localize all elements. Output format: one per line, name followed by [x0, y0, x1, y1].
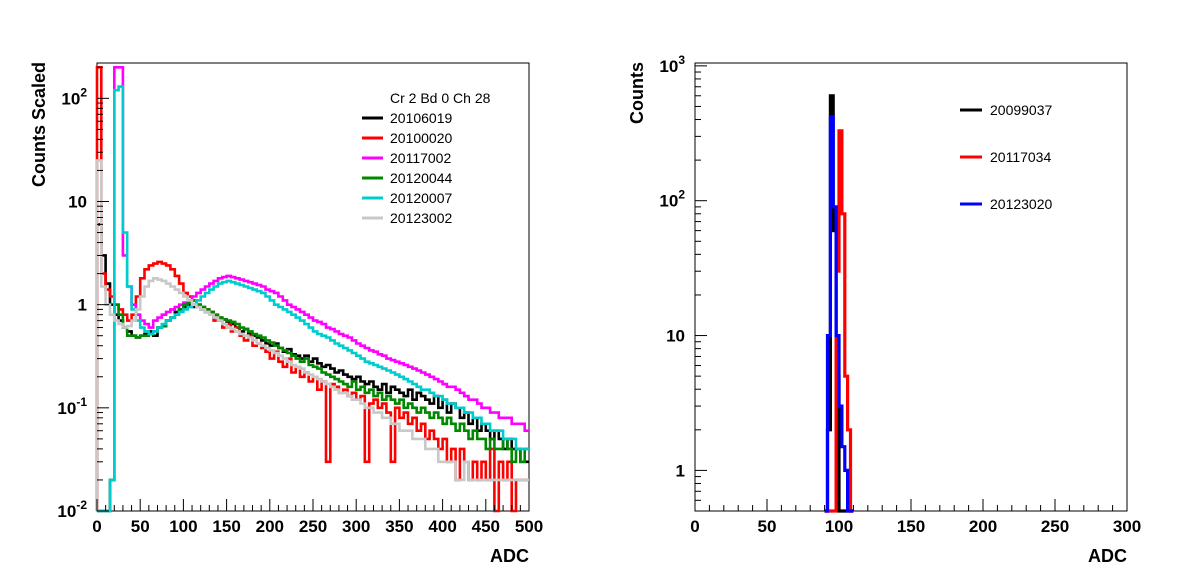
y-tick-labels-right: 1 10 102 103: [659, 53, 685, 481]
x-tick-label: 250: [1041, 517, 1069, 536]
x-tick-label: 200: [969, 517, 997, 536]
legend-label-20123002: 20123002: [390, 210, 453, 226]
plot-frame-right: [694, 62, 1128, 512]
legend-left: Cr 2 Bd 0 Ch 28 20106019 20100020 20117002…: [362, 90, 491, 226]
x-tick-label: 100: [825, 517, 853, 536]
x-tick-label: 450: [472, 517, 500, 536]
series-line-20117034: [824, 129, 854, 513]
axes-left: 0 50 100 150 200 250 300 350 400 450 500: [92, 66, 543, 536]
x-tick-label: 200: [256, 517, 284, 536]
series-line-20117002: [97, 66, 529, 513]
y-tick-label: 10-2: [57, 498, 87, 521]
y-axis-title-right: Counts: [627, 62, 647, 124]
series-group-left: [95, 66, 529, 513]
legend-header-left: Cr 2 Bd 0 Ch 28: [390, 90, 491, 106]
y-tick-label: 10-1: [57, 395, 87, 418]
y-tick-label: 10: [666, 327, 685, 346]
y-tick-label: 103: [659, 53, 685, 76]
x-tick-label: 250: [299, 517, 327, 536]
y-tick-label: 102: [659, 188, 685, 211]
legend-label-20123020: 20123020: [990, 196, 1053, 212]
legend-label-20117034: 20117034: [990, 149, 1051, 165]
chart-panel-left: 0 50 100 150 200 250 300 350 400 450 500 10-210-11…: [29, 62, 543, 566]
x-tick-label: 150: [897, 517, 925, 536]
plot-frame-left: [96, 62, 530, 512]
series-group-right: [824, 94, 854, 513]
x-tick-label: 50: [758, 517, 777, 536]
series-line-20100020: [95, 66, 529, 513]
y-tick-label: 102: [61, 85, 87, 108]
x-tick-label: 100: [169, 517, 197, 536]
series-line-20123002: [95, 159, 529, 511]
x-tick-label: 400: [428, 517, 456, 536]
legend-label-20117002: 20117002: [390, 150, 451, 166]
legend-label-20106019: 20106019: [390, 110, 453, 126]
legend-label-20120007: 20120007: [390, 190, 453, 206]
x-tick-label: 150: [212, 517, 240, 536]
series-line-20120007: [97, 85, 529, 513]
y-tick-label: 1: [676, 461, 685, 480]
x-tick-label: 300: [1113, 517, 1141, 536]
y-tick-labels-left: 10-2 10-1 1 10 102: [57, 85, 87, 521]
x-axis-title-right: ADC: [1088, 546, 1127, 566]
x-tick-label: 300: [342, 517, 370, 536]
axes-right: 0 50 100 150 200 250 300: [690, 65, 1141, 536]
y-tick-label: 10: [68, 192, 87, 211]
y-axis-title-left: Counts Scaled: [29, 62, 49, 187]
x-tick-label: 0: [690, 517, 699, 536]
x-axis-title-left: ADC: [490, 546, 529, 566]
legend-label-20099037: 20099037: [990, 102, 1053, 118]
legend-label-20120044: 20120044: [390, 170, 453, 186]
x-tick-label: 350: [385, 517, 413, 536]
series-line-20123020: [824, 115, 854, 513]
legend-label-20100020: 20100020: [390, 130, 453, 146]
x-tick-label: 0: [92, 517, 101, 536]
y-tick-label: 1: [78, 296, 87, 315]
legend-right: 20099037 20117034 20123020: [960, 102, 1053, 212]
x-tick-label: 50: [131, 517, 150, 536]
x-tick-label: 500: [515, 517, 543, 536]
